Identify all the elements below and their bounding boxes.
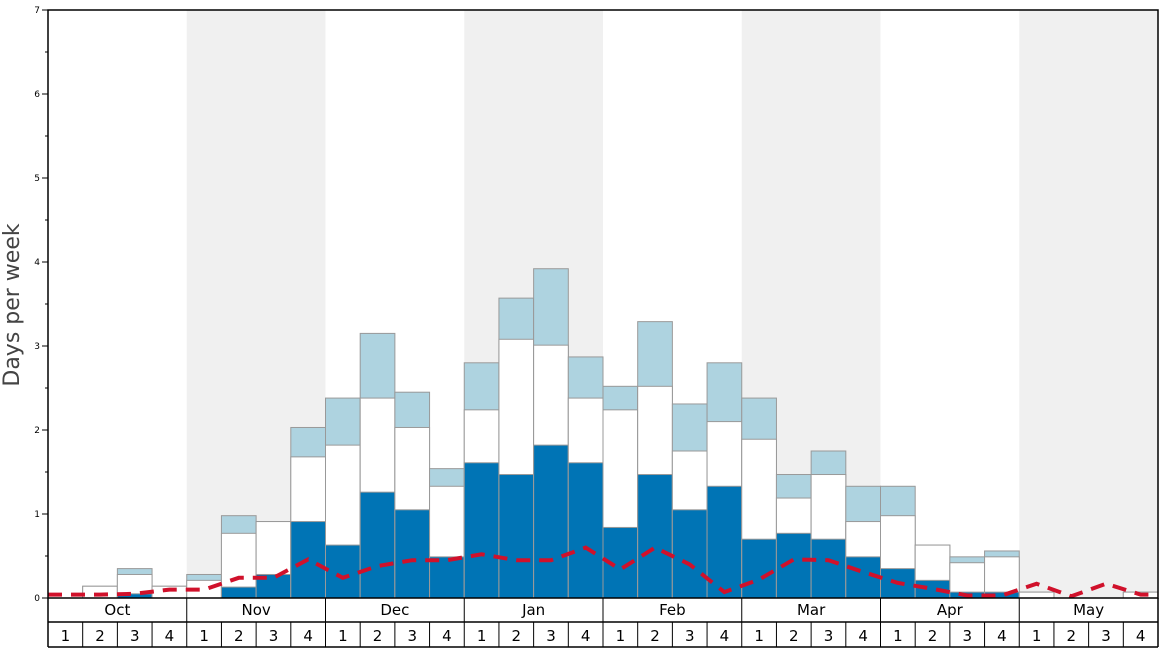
axes: 0 1 2 3 4 5 6 7 Oct Nov Dec Jan Feb Mar Apr May 1 2 3 4 1 2 3 4… — [34, 6, 1159, 648]
week-label: 1 — [61, 627, 71, 645]
week-label: 1 — [1032, 627, 1042, 645]
month-band — [1019, 10, 1158, 598]
month-label: Feb — [659, 601, 686, 619]
bar-dark — [290, 521, 326, 599]
week-label: 4 — [442, 627, 452, 645]
week-label: 1 — [477, 627, 487, 645]
week-label: 4 — [997, 627, 1007, 645]
month-label: Apr — [937, 601, 964, 619]
bar-mid — [1018, 591, 1055, 599]
week-label: 4 — [303, 627, 313, 645]
week-label: 1 — [754, 627, 764, 645]
bar-dark — [394, 509, 431, 599]
week-label: 4 — [858, 627, 868, 645]
bar-dark — [359, 491, 396, 599]
week-label: 2 — [512, 627, 522, 645]
bar-dark — [220, 586, 257, 599]
month-label: Mar — [797, 601, 826, 619]
y-axis-label: Days per week — [0, 223, 25, 386]
week-label: 2 — [373, 627, 383, 645]
month-label: Jan — [521, 601, 545, 619]
bar-dark — [533, 444, 569, 599]
bar-dark — [498, 474, 535, 599]
y-tick-label: 4 — [34, 258, 40, 268]
week-label: 1 — [199, 627, 209, 645]
bar-dark — [567, 462, 604, 599]
month-label: Oct — [104, 601, 130, 619]
y-tick-label: 7 — [34, 6, 40, 16]
bar-dark — [741, 538, 777, 599]
week-label: 1 — [338, 627, 348, 645]
week-label: 2 — [234, 627, 244, 645]
bar-dark — [637, 474, 673, 599]
bar-dark — [463, 462, 500, 599]
week-label: 2 — [928, 627, 938, 645]
y-tick-label: 3 — [34, 342, 40, 352]
week-label: 3 — [1101, 627, 1111, 645]
bar-dark — [429, 556, 465, 599]
week-label: 3 — [407, 627, 417, 645]
week-label: 4 — [1136, 627, 1146, 645]
week-label: 2 — [95, 627, 105, 645]
trend-line — [48, 545, 1158, 599]
week-label: 3 — [824, 627, 834, 645]
bar-dark — [671, 509, 708, 599]
y-tick-label: 0 — [34, 594, 40, 604]
week-label: 3 — [130, 627, 140, 645]
bar-dark — [325, 544, 361, 599]
month-label: May — [1073, 601, 1104, 619]
week-label: 3 — [546, 627, 556, 645]
month-label: Dec — [380, 601, 409, 619]
week-label: 1 — [893, 627, 903, 645]
week-label: 4 — [720, 627, 730, 645]
y-tick-label: 1 — [34, 510, 40, 520]
week-label: 1 — [616, 627, 626, 645]
bar-dark — [810, 538, 847, 599]
week-label: 4 — [581, 627, 591, 645]
week-label: 3 — [685, 627, 695, 645]
y-tick-label: 2 — [34, 426, 40, 436]
y-tick-label: 6 — [34, 90, 40, 100]
trend-series-line — [48, 545, 1158, 599]
week-label: 3 — [962, 627, 972, 645]
week-label: 4 — [165, 627, 175, 645]
week-label: 2 — [1067, 627, 1077, 645]
week-label: 2 — [650, 627, 660, 645]
week-label: 2 — [789, 627, 799, 645]
month-label: Nov — [241, 601, 270, 619]
y-tick-label: 5 — [34, 174, 40, 184]
week-label: 3 — [269, 627, 279, 645]
